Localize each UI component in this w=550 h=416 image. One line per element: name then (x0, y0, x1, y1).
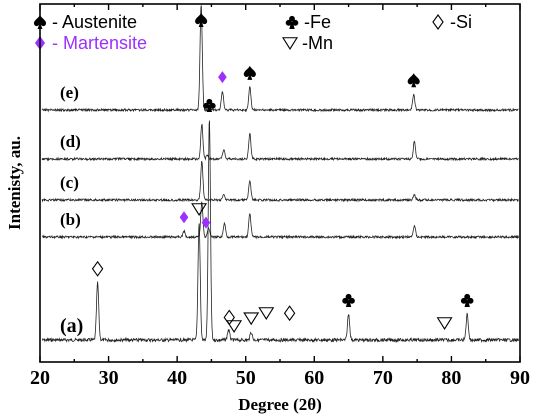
series-label: (b) (60, 210, 81, 229)
club-icon (342, 293, 355, 307)
triangle-down-icon (436, 317, 453, 330)
club-icon (203, 98, 216, 112)
diamond-filled-icon (179, 211, 189, 224)
x-tick-label: 30 (99, 367, 119, 389)
diamond-outline-icon (223, 309, 235, 326)
triangle-down-icon (226, 320, 243, 333)
diamond-outline-icon (283, 305, 296, 322)
diamond-filled-icon (218, 71, 227, 84)
triangle-down-icon (191, 203, 208, 216)
x-tick-label: 20 (30, 367, 50, 389)
legend: - Austenite- Martensite -Fe-Mn -Si (33, 12, 472, 53)
legend-label: -Fe (304, 12, 331, 32)
x-tick-label: 40 (167, 367, 187, 389)
legend-label: - Martensite (52, 33, 147, 53)
xrd-trace (41, 5, 519, 113)
series-label: (a) (60, 315, 83, 337)
xrd-trace (41, 123, 519, 162)
spade-icon (407, 73, 420, 88)
x-tick-label: 50 (236, 367, 256, 389)
diamond-outline-icon (432, 14, 444, 30)
spade-icon (195, 13, 208, 27)
x-tick-label: 70 (373, 367, 393, 389)
series-label: (c) (60, 173, 79, 192)
x-axis-title: Degree (2θ) (238, 395, 322, 414)
x-tick-label: 80 (441, 367, 461, 389)
legend-label: -Mn (302, 33, 333, 53)
x-tick-label: 90 (510, 367, 530, 389)
y-axis-title: Intenisty, au. (5, 136, 24, 230)
triangle-down-icon (282, 37, 298, 50)
xrd-trace (41, 120, 519, 344)
xrd-trace (41, 201, 519, 240)
series-label: (e) (60, 83, 79, 102)
series-label: (d) (60, 132, 81, 151)
triangle-down-icon (243, 312, 260, 326)
club-icon (285, 15, 299, 29)
legend-label: - Austenite (52, 12, 137, 32)
diamond-outline-icon (91, 260, 104, 277)
xrd-trace (41, 160, 519, 203)
club-icon (460, 293, 474, 307)
spade-icon (243, 65, 256, 80)
diamond-filled-icon (201, 216, 211, 229)
plot-frame (39, 3, 521, 363)
legend-label: -Si (450, 12, 472, 32)
triangle-down-icon (258, 307, 275, 320)
x-tick-label: 60 (304, 367, 324, 389)
